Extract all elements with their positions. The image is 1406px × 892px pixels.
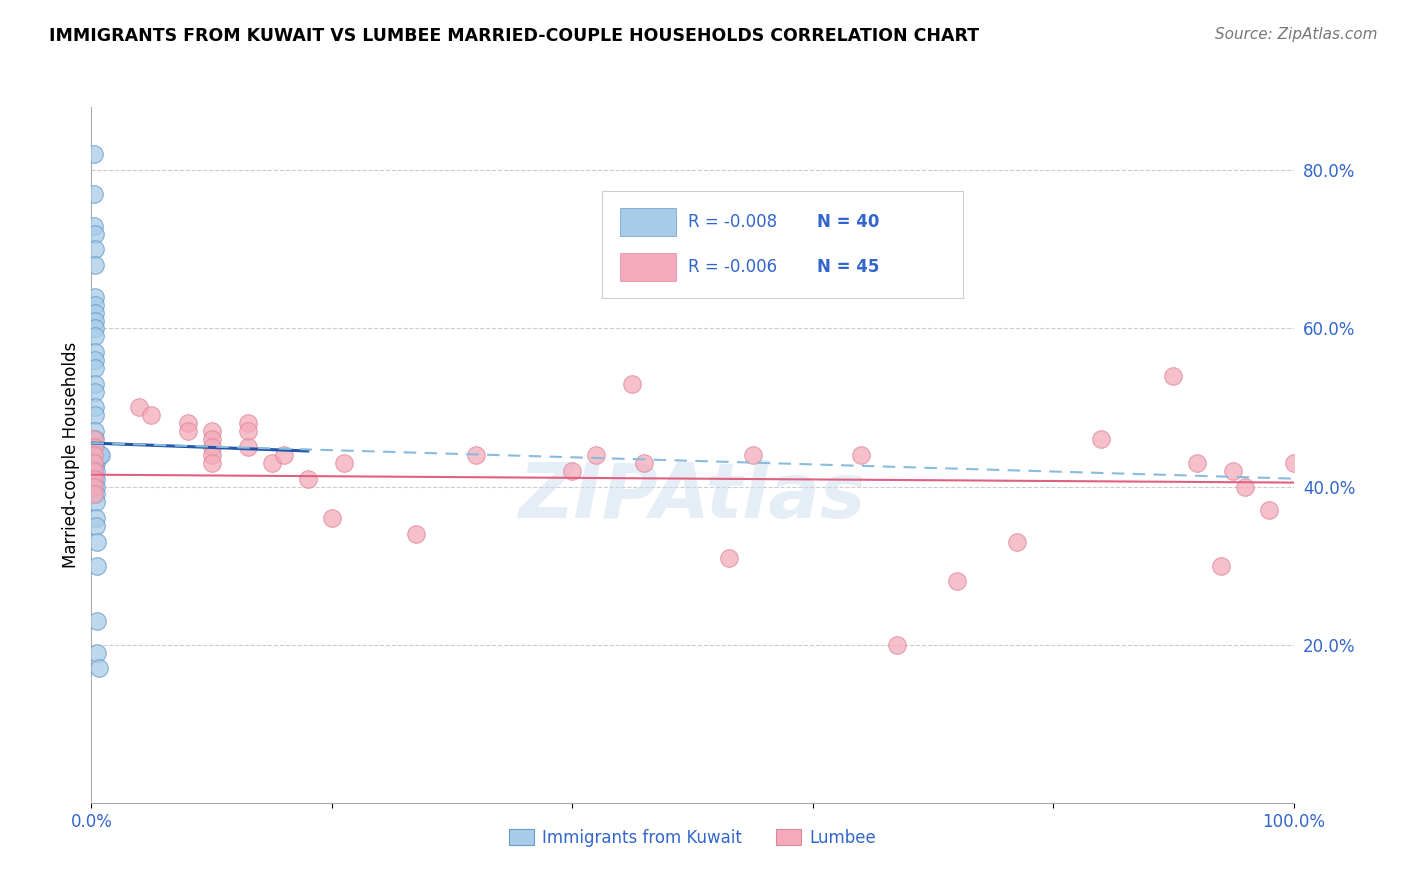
- Point: [201, 424, 224, 438]
- FancyBboxPatch shape: [620, 209, 676, 236]
- FancyBboxPatch shape: [602, 191, 963, 298]
- Text: N = 40: N = 40: [817, 213, 880, 231]
- Point: [84, 313, 107, 327]
- Point: [561, 464, 583, 478]
- Point: [741, 448, 763, 462]
- Point: [84, 384, 107, 399]
- Text: Source: ZipAtlas.com: Source: ZipAtlas.com: [1215, 27, 1378, 42]
- Point: [84, 401, 107, 415]
- Point: [84, 479, 107, 493]
- Point: [84, 432, 107, 446]
- Point: [585, 448, 607, 462]
- Point: [86, 534, 108, 549]
- Point: [1234, 479, 1257, 493]
- Point: [260, 456, 283, 470]
- Point: [1187, 456, 1209, 470]
- Point: [83, 487, 105, 501]
- Point: [141, 409, 163, 423]
- Point: [84, 353, 107, 368]
- Point: [1258, 503, 1281, 517]
- Point: [273, 448, 295, 462]
- Point: [84, 298, 107, 312]
- FancyBboxPatch shape: [620, 252, 676, 281]
- Point: [87, 448, 110, 462]
- Point: [84, 424, 107, 438]
- Point: [201, 456, 224, 470]
- Point: [84, 243, 107, 257]
- Point: [621, 376, 644, 391]
- Point: [1282, 456, 1305, 470]
- Point: [201, 448, 224, 462]
- Point: [84, 360, 107, 375]
- Point: [83, 432, 105, 446]
- Text: R = -0.006: R = -0.006: [688, 258, 776, 276]
- Point: [84, 472, 107, 486]
- Point: [946, 574, 969, 589]
- Point: [236, 424, 259, 438]
- Point: [333, 456, 356, 470]
- Point: [83, 440, 105, 454]
- Point: [83, 448, 105, 462]
- Text: IMMIGRANTS FROM KUWAIT VS LUMBEE MARRIED-COUPLE HOUSEHOLDS CORRELATION CHART: IMMIGRANTS FROM KUWAIT VS LUMBEE MARRIED…: [49, 27, 980, 45]
- Point: [89, 448, 111, 462]
- Point: [84, 448, 107, 462]
- Text: R = -0.008: R = -0.008: [688, 213, 776, 231]
- Point: [84, 464, 107, 478]
- Point: [84, 376, 107, 391]
- Text: N = 45: N = 45: [817, 258, 880, 276]
- Point: [465, 448, 488, 462]
- Point: [84, 409, 107, 423]
- Point: [297, 472, 319, 486]
- Point: [83, 219, 105, 233]
- Point: [128, 401, 150, 415]
- Point: [84, 258, 107, 272]
- Point: [84, 495, 107, 509]
- Point: [84, 487, 107, 501]
- Point: [84, 456, 107, 470]
- Point: [83, 147, 105, 161]
- Point: [86, 558, 108, 573]
- Point: [1211, 558, 1233, 573]
- Point: [633, 456, 655, 470]
- Point: [321, 511, 343, 525]
- Point: [1005, 534, 1028, 549]
- Point: [86, 614, 108, 628]
- Point: [1222, 464, 1244, 478]
- Point: [886, 638, 908, 652]
- Point: [201, 440, 224, 454]
- Point: [83, 464, 105, 478]
- Point: [83, 472, 105, 486]
- Point: [84, 305, 107, 319]
- Point: [236, 417, 259, 431]
- Point: [84, 290, 107, 304]
- Point: [84, 511, 107, 525]
- Point: [176, 424, 198, 438]
- Legend: Immigrants from Kuwait, Lumbee: Immigrants from Kuwait, Lumbee: [502, 822, 883, 854]
- Point: [86, 646, 108, 660]
- Y-axis label: Married-couple Households: Married-couple Households: [62, 342, 80, 568]
- Point: [1161, 368, 1184, 383]
- Text: ZIPAtlas: ZIPAtlas: [519, 459, 866, 533]
- Point: [84, 329, 107, 343]
- Point: [83, 456, 105, 470]
- Point: [201, 432, 224, 446]
- Point: [84, 321, 107, 335]
- Point: [84, 440, 107, 454]
- Point: [83, 479, 105, 493]
- Point: [84, 227, 107, 241]
- Point: [849, 448, 872, 462]
- Point: [84, 456, 107, 470]
- Point: [84, 345, 107, 359]
- Point: [83, 186, 105, 201]
- Point: [236, 440, 259, 454]
- Point: [1090, 432, 1112, 446]
- Point: [176, 417, 198, 431]
- Point: [717, 550, 740, 565]
- Point: [84, 519, 107, 533]
- Point: [87, 661, 110, 675]
- Point: [405, 527, 427, 541]
- Point: [90, 448, 112, 462]
